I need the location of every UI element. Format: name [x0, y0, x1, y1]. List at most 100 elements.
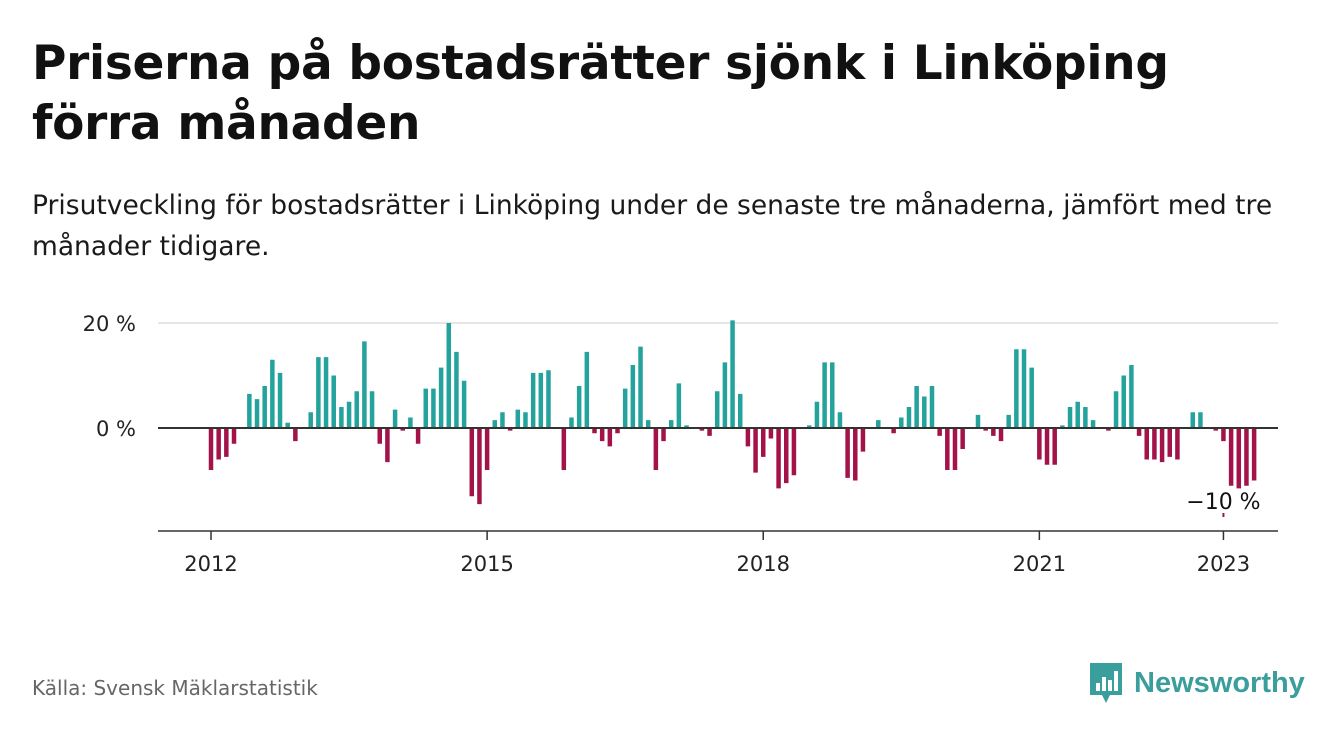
- bar: [830, 362, 835, 428]
- bar: [776, 428, 781, 488]
- bar: [738, 394, 743, 428]
- bar: [216, 428, 221, 460]
- bar: [485, 428, 490, 470]
- bar: [562, 428, 567, 470]
- bar: [730, 320, 735, 428]
- bar: [646, 420, 651, 428]
- bar: [324, 357, 329, 428]
- bar: [792, 428, 797, 475]
- bar: [1129, 365, 1134, 428]
- bar: [362, 341, 367, 428]
- bar: [631, 365, 636, 428]
- bar: [922, 397, 927, 429]
- bar: [385, 428, 390, 462]
- bar: [247, 394, 252, 428]
- bar: [523, 412, 528, 428]
- bar: [454, 352, 459, 428]
- source-note: Källa: Svensk Mäklarstatistik: [32, 676, 318, 700]
- bar: [861, 428, 866, 452]
- bar: [638, 347, 643, 428]
- bar: [539, 373, 544, 428]
- bar: [224, 428, 229, 457]
- bar: [746, 428, 751, 446]
- bar: [1114, 391, 1119, 428]
- bar: [715, 391, 720, 428]
- x-tick-label: 2023: [1197, 552, 1250, 576]
- bar: [232, 428, 237, 444]
- bar: [845, 428, 850, 478]
- bar: [677, 383, 682, 428]
- bar: [1168, 428, 1173, 457]
- bar: [339, 407, 344, 428]
- bar: [753, 428, 758, 473]
- bar: [1075, 402, 1080, 428]
- bar: [308, 412, 313, 428]
- bar: [1014, 349, 1019, 428]
- bar: [623, 389, 628, 428]
- bar: [600, 428, 605, 441]
- y-tick-label: 0 %: [96, 417, 136, 441]
- bar: [876, 420, 881, 428]
- bar: [585, 352, 590, 428]
- bar: [669, 420, 674, 428]
- bar: [331, 376, 336, 429]
- x-tick-label: 2018: [737, 552, 790, 576]
- bar: [493, 420, 498, 428]
- bar: [393, 410, 398, 428]
- bar: [999, 428, 1004, 441]
- bar: [516, 410, 521, 428]
- bar: [462, 381, 467, 428]
- bar: [1160, 428, 1165, 462]
- bar: [424, 389, 429, 428]
- bar: [822, 362, 827, 428]
- bar: [1229, 428, 1234, 486]
- bar: [723, 362, 728, 428]
- bar: [945, 428, 950, 470]
- bar: [262, 386, 267, 428]
- annotation-label: −10 %: [1186, 490, 1260, 515]
- bar: [853, 428, 858, 481]
- bar: [899, 418, 904, 429]
- bar: [209, 428, 214, 470]
- bar: [278, 373, 283, 428]
- bar: [1252, 428, 1257, 481]
- bar: [784, 428, 789, 483]
- bar: [354, 391, 359, 428]
- bar: [347, 402, 352, 428]
- bar: [293, 428, 298, 441]
- bar: [416, 428, 421, 444]
- bar: [1083, 407, 1088, 428]
- bar: [477, 428, 482, 504]
- bar: [370, 391, 375, 428]
- bar-chart: 0 % 20 % 2012 2015 2018 2021 2023 −10 %: [0, 0, 1340, 734]
- bar: [1006, 415, 1011, 428]
- bar: [907, 407, 912, 428]
- bar: [1221, 428, 1226, 441]
- bar: [470, 428, 475, 496]
- bar: [761, 428, 766, 457]
- x-tick-label: 2021: [1013, 552, 1066, 576]
- bar: [661, 428, 666, 441]
- y-tick-label: 20 %: [83, 312, 136, 336]
- bar: [953, 428, 958, 470]
- bar: [1152, 428, 1157, 460]
- bar: [608, 428, 613, 446]
- bar: [1037, 428, 1042, 460]
- bar: [815, 402, 820, 428]
- bar: [500, 412, 505, 428]
- bar: [1137, 428, 1142, 436]
- brand-name: Newsworthy: [1134, 667, 1305, 700]
- bar: [838, 412, 843, 428]
- bar: [707, 428, 712, 436]
- bar: [531, 373, 536, 428]
- x-tick-label: 2012: [184, 552, 237, 576]
- bar: [960, 428, 965, 449]
- bar: [1144, 428, 1149, 460]
- bar: [377, 428, 382, 444]
- brand-logo: Newsworthy: [1088, 660, 1305, 706]
- bar: [1029, 368, 1034, 428]
- x-tick-label: 2015: [460, 552, 513, 576]
- bar: [654, 428, 659, 470]
- bar: [937, 428, 942, 436]
- bar: [914, 386, 919, 428]
